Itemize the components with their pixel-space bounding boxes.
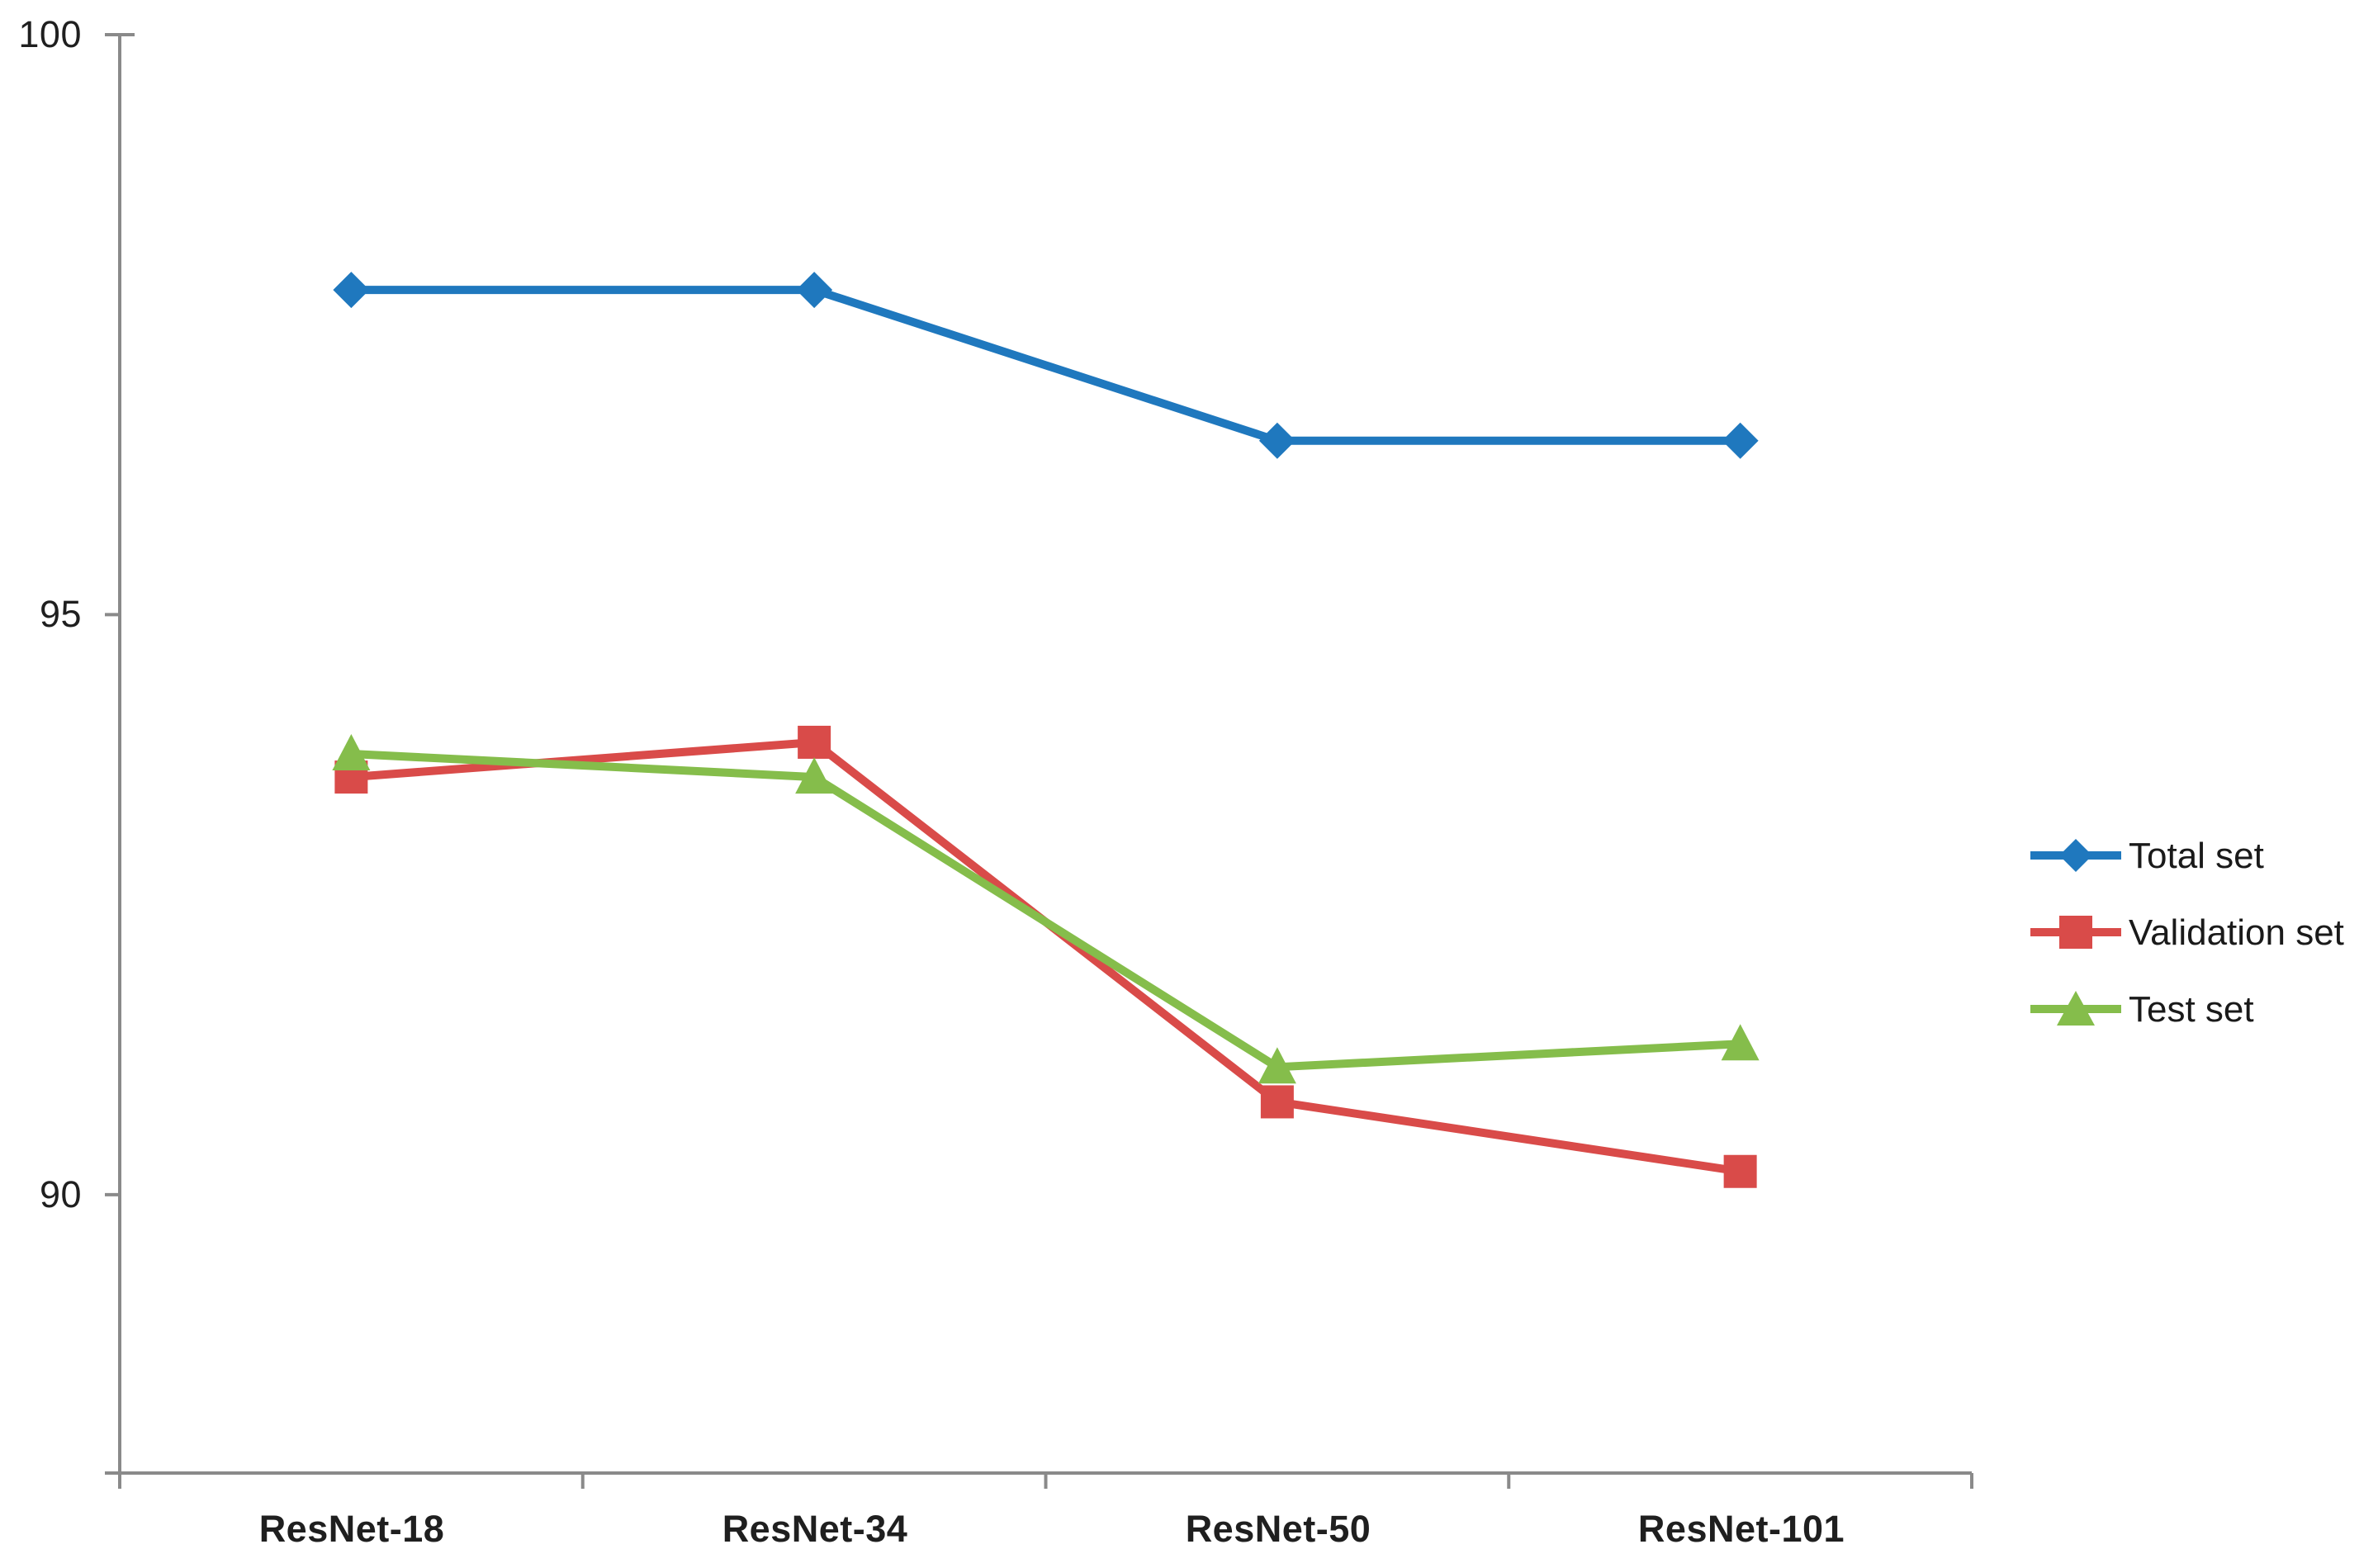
legend-item-total-set: Total set [2030, 837, 2344, 874]
x-axis-category-label-resnet34: ResNet-34 [722, 1508, 908, 1550]
x-axis-category-label-resnet50: ResNet-50 [1185, 1508, 1371, 1550]
legend-label-validation-set: Validation set [2129, 912, 2344, 953]
square-marker-icon [798, 725, 831, 759]
diamond-marker-icon [1258, 422, 1296, 459]
series-line-total-set [347, 286, 1745, 445]
diamond-marker-icon [2059, 839, 2092, 872]
legend-item-test-set: Test set [2030, 991, 2344, 1028]
diamond-marker-icon [796, 272, 833, 309]
legend-sample-total-set [2030, 839, 2121, 872]
y-axis-tick-label-90: 90 [39, 1173, 82, 1215]
series-line-validation-set [347, 737, 1745, 1176]
legend-sample-validation-set [2030, 916, 2121, 949]
diamond-marker-icon [1722, 422, 1759, 459]
y-axis-tick-label-95: 95 [39, 593, 82, 635]
square-marker-icon [2059, 916, 2092, 949]
diamond-marker-icon [333, 272, 370, 309]
x-axis-category-label-resnet101: ResNet-101 [1637, 1508, 1845, 1550]
legend-label-test-set: Test set [2129, 989, 2254, 1030]
legend: Total set Validation set Test set [2030, 837, 2344, 1028]
triangle-marker-icon [332, 734, 371, 770]
square-marker-icon [1723, 1154, 1757, 1188]
x-axis-category-label-resnet18: ResNet-18 [258, 1508, 445, 1550]
triangle-marker-icon [2057, 991, 2095, 1026]
square-marker-icon [1260, 1085, 1294, 1119]
series-line-test-set [347, 750, 1745, 1072]
legend-item-validation-set: Validation set [2030, 914, 2344, 951]
triangle-marker-icon [1258, 1047, 1296, 1084]
triangle-marker-icon [1721, 1024, 1760, 1061]
legend-sample-test-set [2030, 991, 2121, 1026]
y-axis-tick-label-100: 100 [18, 13, 82, 55]
legend-label-total-set: Total set [2129, 836, 2264, 876]
triangle-marker-icon [795, 757, 834, 794]
